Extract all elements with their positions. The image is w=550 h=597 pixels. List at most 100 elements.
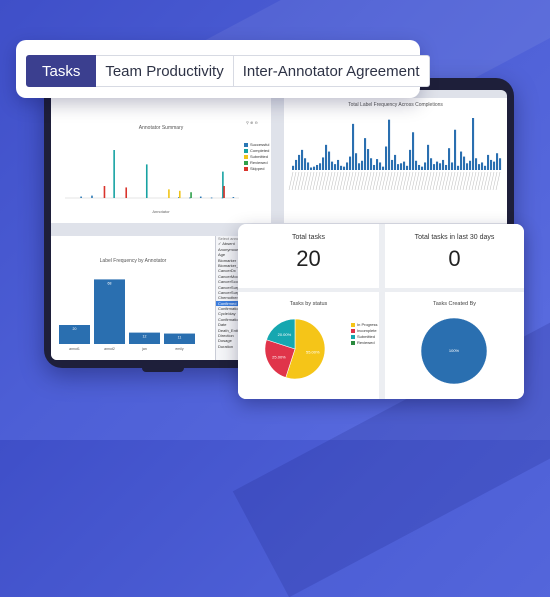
bar: [463, 156, 466, 170]
tick-label: [417, 171, 423, 191]
tick-label: [291, 171, 297, 191]
dropdown-option[interactable]: ChemotherapyDrug: [218, 295, 253, 301]
dropdown-option[interactable]: CancerScore: [218, 279, 242, 285]
tick-label: [405, 171, 411, 191]
bar: [349, 156, 352, 170]
bar: [457, 165, 460, 170]
tick-label: [480, 171, 486, 191]
legend-entry[interactable]: Reviewed: [351, 340, 377, 346]
tasks-by-status-legend: In Progress Incomplete Submitted Reviewed: [351, 322, 377, 346]
tick-label: [318, 171, 324, 191]
tick-label: [300, 171, 306, 191]
data-label: 20: [73, 327, 77, 331]
slice-label: 20.00%: [278, 332, 292, 337]
bar: [210, 197, 213, 199]
dropdown-option[interactable]: CancerDx: [218, 268, 236, 274]
dropdown-option[interactable]: Confirmation: [218, 306, 241, 312]
legend-label: Submitted: [357, 334, 376, 339]
bar: [370, 158, 373, 170]
bar: [445, 164, 448, 170]
bar: [343, 166, 346, 170]
pie-slice: [285, 318, 326, 380]
legend-label: Incomplete: [357, 328, 377, 333]
tick-label: [414, 171, 420, 191]
bar: [400, 163, 403, 170]
tick-label: [402, 171, 408, 191]
legend-swatch: [244, 155, 248, 159]
bar: [125, 187, 128, 198]
legend-entry[interactable]: Submitted: [351, 334, 377, 340]
dropdown-option[interactable]: Anonymous: [218, 246, 240, 252]
tick-label: [492, 171, 498, 191]
total-tasks-value: 20: [296, 246, 321, 271]
pie-slice: [266, 318, 296, 350]
tick-label: [342, 171, 348, 191]
bar: [361, 160, 364, 170]
bar: [129, 332, 160, 344]
tasks-by-status-title: Tasks by status: [289, 301, 328, 307]
legend-entry[interactable]: Reviewed: [244, 160, 269, 166]
tick-label: [324, 171, 330, 191]
bar: [409, 149, 412, 170]
tick-label: [306, 171, 312, 191]
tick-label: [447, 171, 453, 191]
legend-entry[interactable]: Successful: [244, 142, 269, 148]
dropdown-option[interactable]: Biomarker: [218, 257, 237, 263]
tablet-stand: [142, 366, 184, 372]
tab-tasks[interactable]: Tasks: [26, 55, 97, 87]
legend-entry[interactable]: Submitted: [244, 154, 269, 160]
bar: [394, 154, 397, 170]
dropdown-option[interactable]: Age: [218, 252, 226, 258]
chart-toolbar-icons[interactable]: ⚲ ⊕ ⊖: [246, 120, 258, 125]
tick-label: [333, 171, 339, 191]
bar: [448, 148, 451, 170]
bar: [189, 197, 191, 199]
dropdown-option[interactable]: Dosage: [218, 338, 232, 344]
bar: [499, 158, 502, 170]
dropdown-option[interactable]: CancerSurgery: [218, 284, 245, 290]
legend-entry[interactable]: Incomplete: [351, 328, 377, 334]
dropdown-option[interactable]: Direction: [218, 333, 234, 339]
dropdown-option[interactable]: Biomarker_Result: [218, 262, 250, 268]
bar: [406, 165, 409, 170]
tick-label: [372, 171, 378, 191]
tick-label: [303, 171, 309, 191]
slice-label: 55.00%: [306, 349, 320, 354]
bar: [301, 149, 304, 170]
dropdown-option[interactable]: CancerSurgery_Type: [218, 289, 256, 295]
dropdown-option[interactable]: Death_Entity: [218, 327, 241, 333]
tab-inter-annotator-agreement[interactable]: Inter-Annotator Agreement: [233, 55, 430, 87]
legend-label: Reviewed: [357, 340, 375, 345]
tick-label: [435, 171, 441, 191]
tick-label: [366, 171, 372, 191]
tab-team-productivity[interactable]: Team Productivity: [96, 55, 234, 87]
legend-entry[interactable]: Completed: [244, 148, 269, 154]
tick-label: [429, 171, 435, 191]
label-frequency-title: Total Label Frequency Across Completions: [348, 102, 443, 108]
legend-entry[interactable]: In Progress: [351, 322, 377, 328]
tick-label: [474, 171, 480, 191]
bar: [487, 154, 490, 170]
bar: [469, 160, 472, 170]
dropdown-option[interactable]: Cycle/day: [218, 311, 236, 317]
dropdown-option[interactable]: Duration: [218, 343, 234, 349]
dropdown-option[interactable]: ✓ Absent: [218, 241, 235, 247]
dropdown-option[interactable]: CancerModifier: [218, 273, 246, 279]
dropdown-option[interactable]: Date: [218, 322, 227, 328]
bar: [59, 325, 90, 344]
legend-label: Reviewed: [250, 160, 268, 165]
legend-entry[interactable]: Skipped: [244, 166, 269, 172]
tick-label: [444, 171, 450, 191]
tick-label: [465, 171, 471, 191]
bar: [403, 161, 406, 170]
tick-label: [369, 171, 375, 191]
tick-label: [462, 171, 468, 191]
bar: [418, 164, 421, 170]
bar: [421, 166, 424, 170]
bar: [328, 151, 331, 170]
dropdown-option[interactable]: Confirmation: [218, 316, 241, 322]
tick-label: [336, 171, 342, 191]
tick-label: [459, 171, 465, 191]
legend-label: Completed: [250, 148, 270, 153]
tick-label: [390, 171, 396, 191]
